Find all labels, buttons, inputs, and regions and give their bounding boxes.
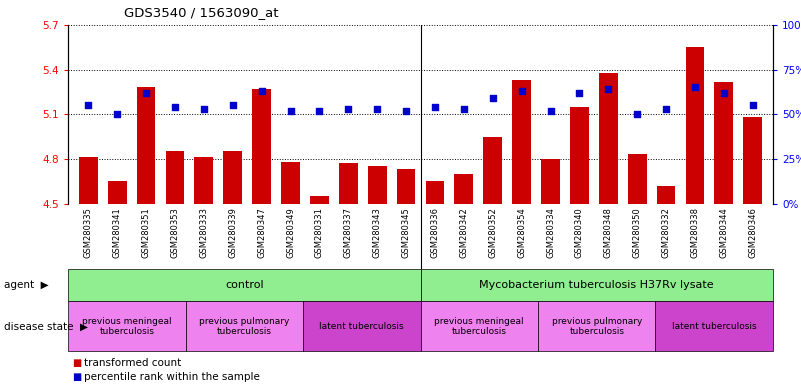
Point (82, 102, 95, 108)
Text: latent tuberculosis: latent tuberculosis (320, 322, 404, 331)
Bar (570, 107, 589, 204)
Text: previous pulmonary
tuberculosis: previous pulmonary tuberculosis (552, 317, 642, 336)
Text: GSM280352: GSM280352 (489, 207, 497, 258)
Point (139, 90, 152, 96)
Text: GSM280354: GSM280354 (517, 207, 526, 258)
Point (342, 106, 355, 112)
Bar (186, 301, 303, 351)
Point (284, 108, 297, 114)
Text: previous meningeal
tuberculosis: previous meningeal tuberculosis (434, 317, 524, 336)
Point (630, 111, 643, 118)
Bar (281, 162, 300, 204)
Bar (628, 154, 646, 204)
Bar (513, 80, 531, 204)
Bar (657, 185, 675, 204)
Bar (252, 89, 271, 204)
Text: agent  ▶: agent ▶ (4, 280, 49, 290)
Text: GSM280347: GSM280347 (257, 207, 266, 258)
Text: Mycobacterium tuberculosis H37Rv lysate: Mycobacterium tuberculosis H37Rv lysate (480, 280, 714, 290)
Text: GSM280351: GSM280351 (142, 207, 151, 258)
Point (168, 104, 181, 110)
Text: previous pulmonary
tuberculosis: previous pulmonary tuberculosis (199, 317, 289, 336)
Bar (421, 301, 538, 351)
Bar (454, 174, 473, 204)
Point (400, 108, 413, 114)
Bar (68, 301, 186, 351)
Text: ■: ■ (72, 358, 82, 368)
Bar (396, 169, 416, 204)
Point (515, 88, 528, 94)
Text: GSM280334: GSM280334 (546, 207, 555, 258)
Bar (108, 181, 127, 204)
Text: GSM280344: GSM280344 (719, 207, 728, 258)
Bar (743, 117, 762, 204)
Point (718, 90, 731, 96)
Text: ■: ■ (72, 372, 82, 382)
Point (198, 106, 211, 112)
Bar (655, 301, 773, 351)
Text: GSM280338: GSM280338 (690, 207, 699, 258)
Text: control: control (225, 280, 264, 290)
Text: GSM280349: GSM280349 (286, 207, 295, 258)
Point (747, 102, 759, 108)
Text: percentile rank within the sample: percentile rank within the sample (84, 372, 260, 382)
Text: GSM280335: GSM280335 (84, 207, 93, 258)
Point (660, 106, 673, 112)
Bar (538, 301, 655, 351)
Point (689, 84, 702, 91)
Point (371, 106, 384, 112)
Point (111, 111, 123, 118)
Bar (68, 269, 421, 301)
Point (313, 108, 326, 114)
Text: GSM280340: GSM280340 (575, 207, 584, 258)
Bar (223, 151, 242, 204)
Text: GDS3540 / 1563090_at: GDS3540 / 1563090_at (124, 6, 279, 19)
Bar (303, 301, 421, 351)
Bar (339, 163, 358, 204)
Bar (714, 81, 733, 204)
Point (227, 102, 239, 108)
Point (544, 108, 557, 114)
Text: GSM280333: GSM280333 (199, 207, 208, 258)
Text: GSM280337: GSM280337 (344, 207, 352, 258)
Bar (310, 196, 328, 204)
Bar (368, 166, 387, 204)
Text: GSM280342: GSM280342 (459, 207, 469, 258)
Text: GSM280345: GSM280345 (401, 207, 411, 258)
Bar (541, 159, 560, 204)
Text: transformed count: transformed count (84, 358, 181, 368)
Text: GSM280339: GSM280339 (228, 207, 237, 258)
Text: latent tuberculosis: latent tuberculosis (672, 322, 756, 331)
Text: GSM280341: GSM280341 (113, 207, 122, 258)
Bar (195, 157, 213, 204)
Point (256, 88, 268, 94)
Text: disease state  ▶: disease state ▶ (4, 321, 88, 331)
Bar (483, 137, 502, 204)
Text: GSM280353: GSM280353 (171, 207, 179, 258)
Bar (137, 88, 155, 204)
Bar (166, 151, 184, 204)
Point (486, 95, 499, 101)
Point (602, 86, 614, 92)
Bar (686, 47, 704, 204)
Bar (79, 157, 98, 204)
Bar (599, 73, 618, 204)
Text: GSM280348: GSM280348 (604, 207, 613, 258)
Text: GSM280346: GSM280346 (748, 207, 757, 258)
Point (573, 90, 586, 96)
Text: GSM280343: GSM280343 (372, 207, 382, 258)
Text: GSM280336: GSM280336 (430, 207, 440, 258)
Text: GSM280350: GSM280350 (633, 207, 642, 258)
Text: previous meningeal
tuberculosis: previous meningeal tuberculosis (82, 317, 171, 336)
Text: GSM280331: GSM280331 (315, 207, 324, 258)
Text: GSM280332: GSM280332 (662, 207, 670, 258)
Bar (425, 181, 445, 204)
Point (457, 106, 470, 112)
Point (429, 104, 441, 110)
Bar (421, 269, 773, 301)
